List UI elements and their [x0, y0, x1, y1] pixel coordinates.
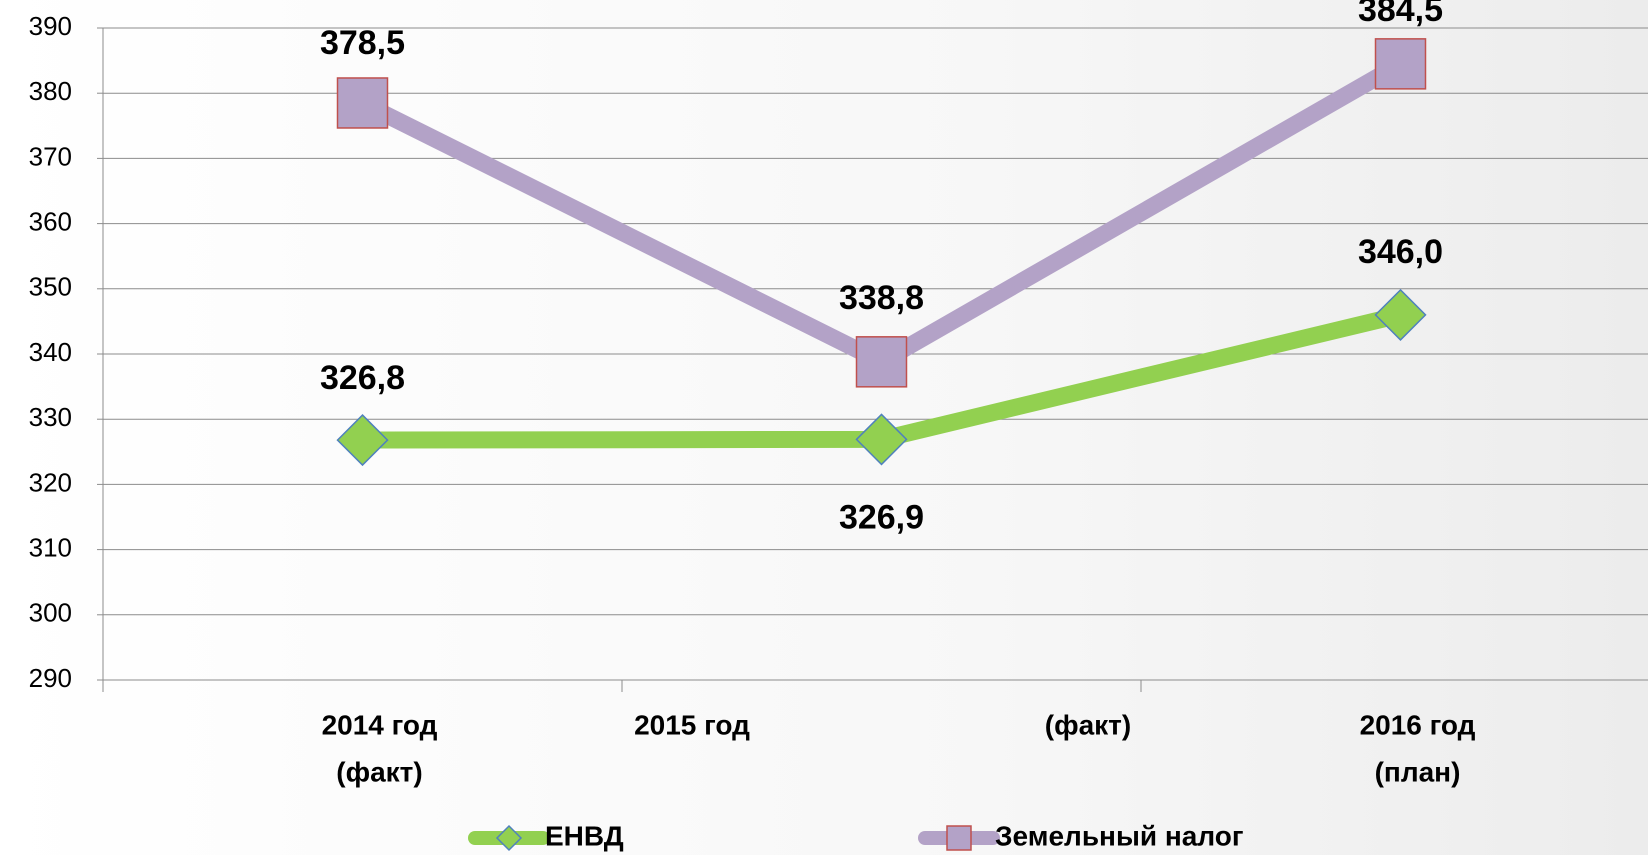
data-label: 384,5: [1358, 0, 1443, 29]
x-tick-label: 2014 год: [322, 709, 438, 740]
y-tick-label: 380: [29, 76, 72, 106]
legend-label: ЕНВД: [545, 820, 624, 851]
y-tick-label: 390: [29, 11, 72, 41]
point: [1374, 38, 1427, 90]
x-tick-label: (факт): [336, 756, 422, 787]
data-label: 326,9: [839, 498, 924, 536]
x-tick-label: 2015 год: [634, 709, 750, 740]
point: [1374, 288, 1427, 341]
legend-marker: [495, 824, 523, 852]
x-tick-label: (факт): [1045, 709, 1131, 740]
point: [336, 77, 389, 129]
point: [855, 413, 908, 466]
x-tick-label: (план): [1375, 756, 1461, 787]
data-label: 346,0: [1358, 233, 1443, 271]
x-tick-label: 2016 год: [1360, 709, 1476, 740]
y-tick-label: 300: [29, 598, 72, 628]
y-tick-label: 340: [29, 337, 72, 367]
legend-marker: [946, 825, 972, 851]
data-label: 326,8: [320, 359, 405, 397]
y-tick-label: 330: [29, 402, 72, 432]
y-tick-label: 360: [29, 206, 72, 236]
y-tick-label: 290: [29, 663, 72, 693]
y-tick-label: 320: [29, 467, 72, 497]
point: [336, 414, 389, 467]
y-tick-label: 310: [29, 532, 72, 562]
legend-label: Земельный налог: [995, 820, 1244, 851]
data-label: 338,8: [839, 279, 924, 317]
y-tick-label: 370: [29, 141, 72, 171]
y-tick-label: 350: [29, 272, 72, 302]
point: [855, 336, 908, 388]
data-label: 378,5: [320, 24, 405, 62]
